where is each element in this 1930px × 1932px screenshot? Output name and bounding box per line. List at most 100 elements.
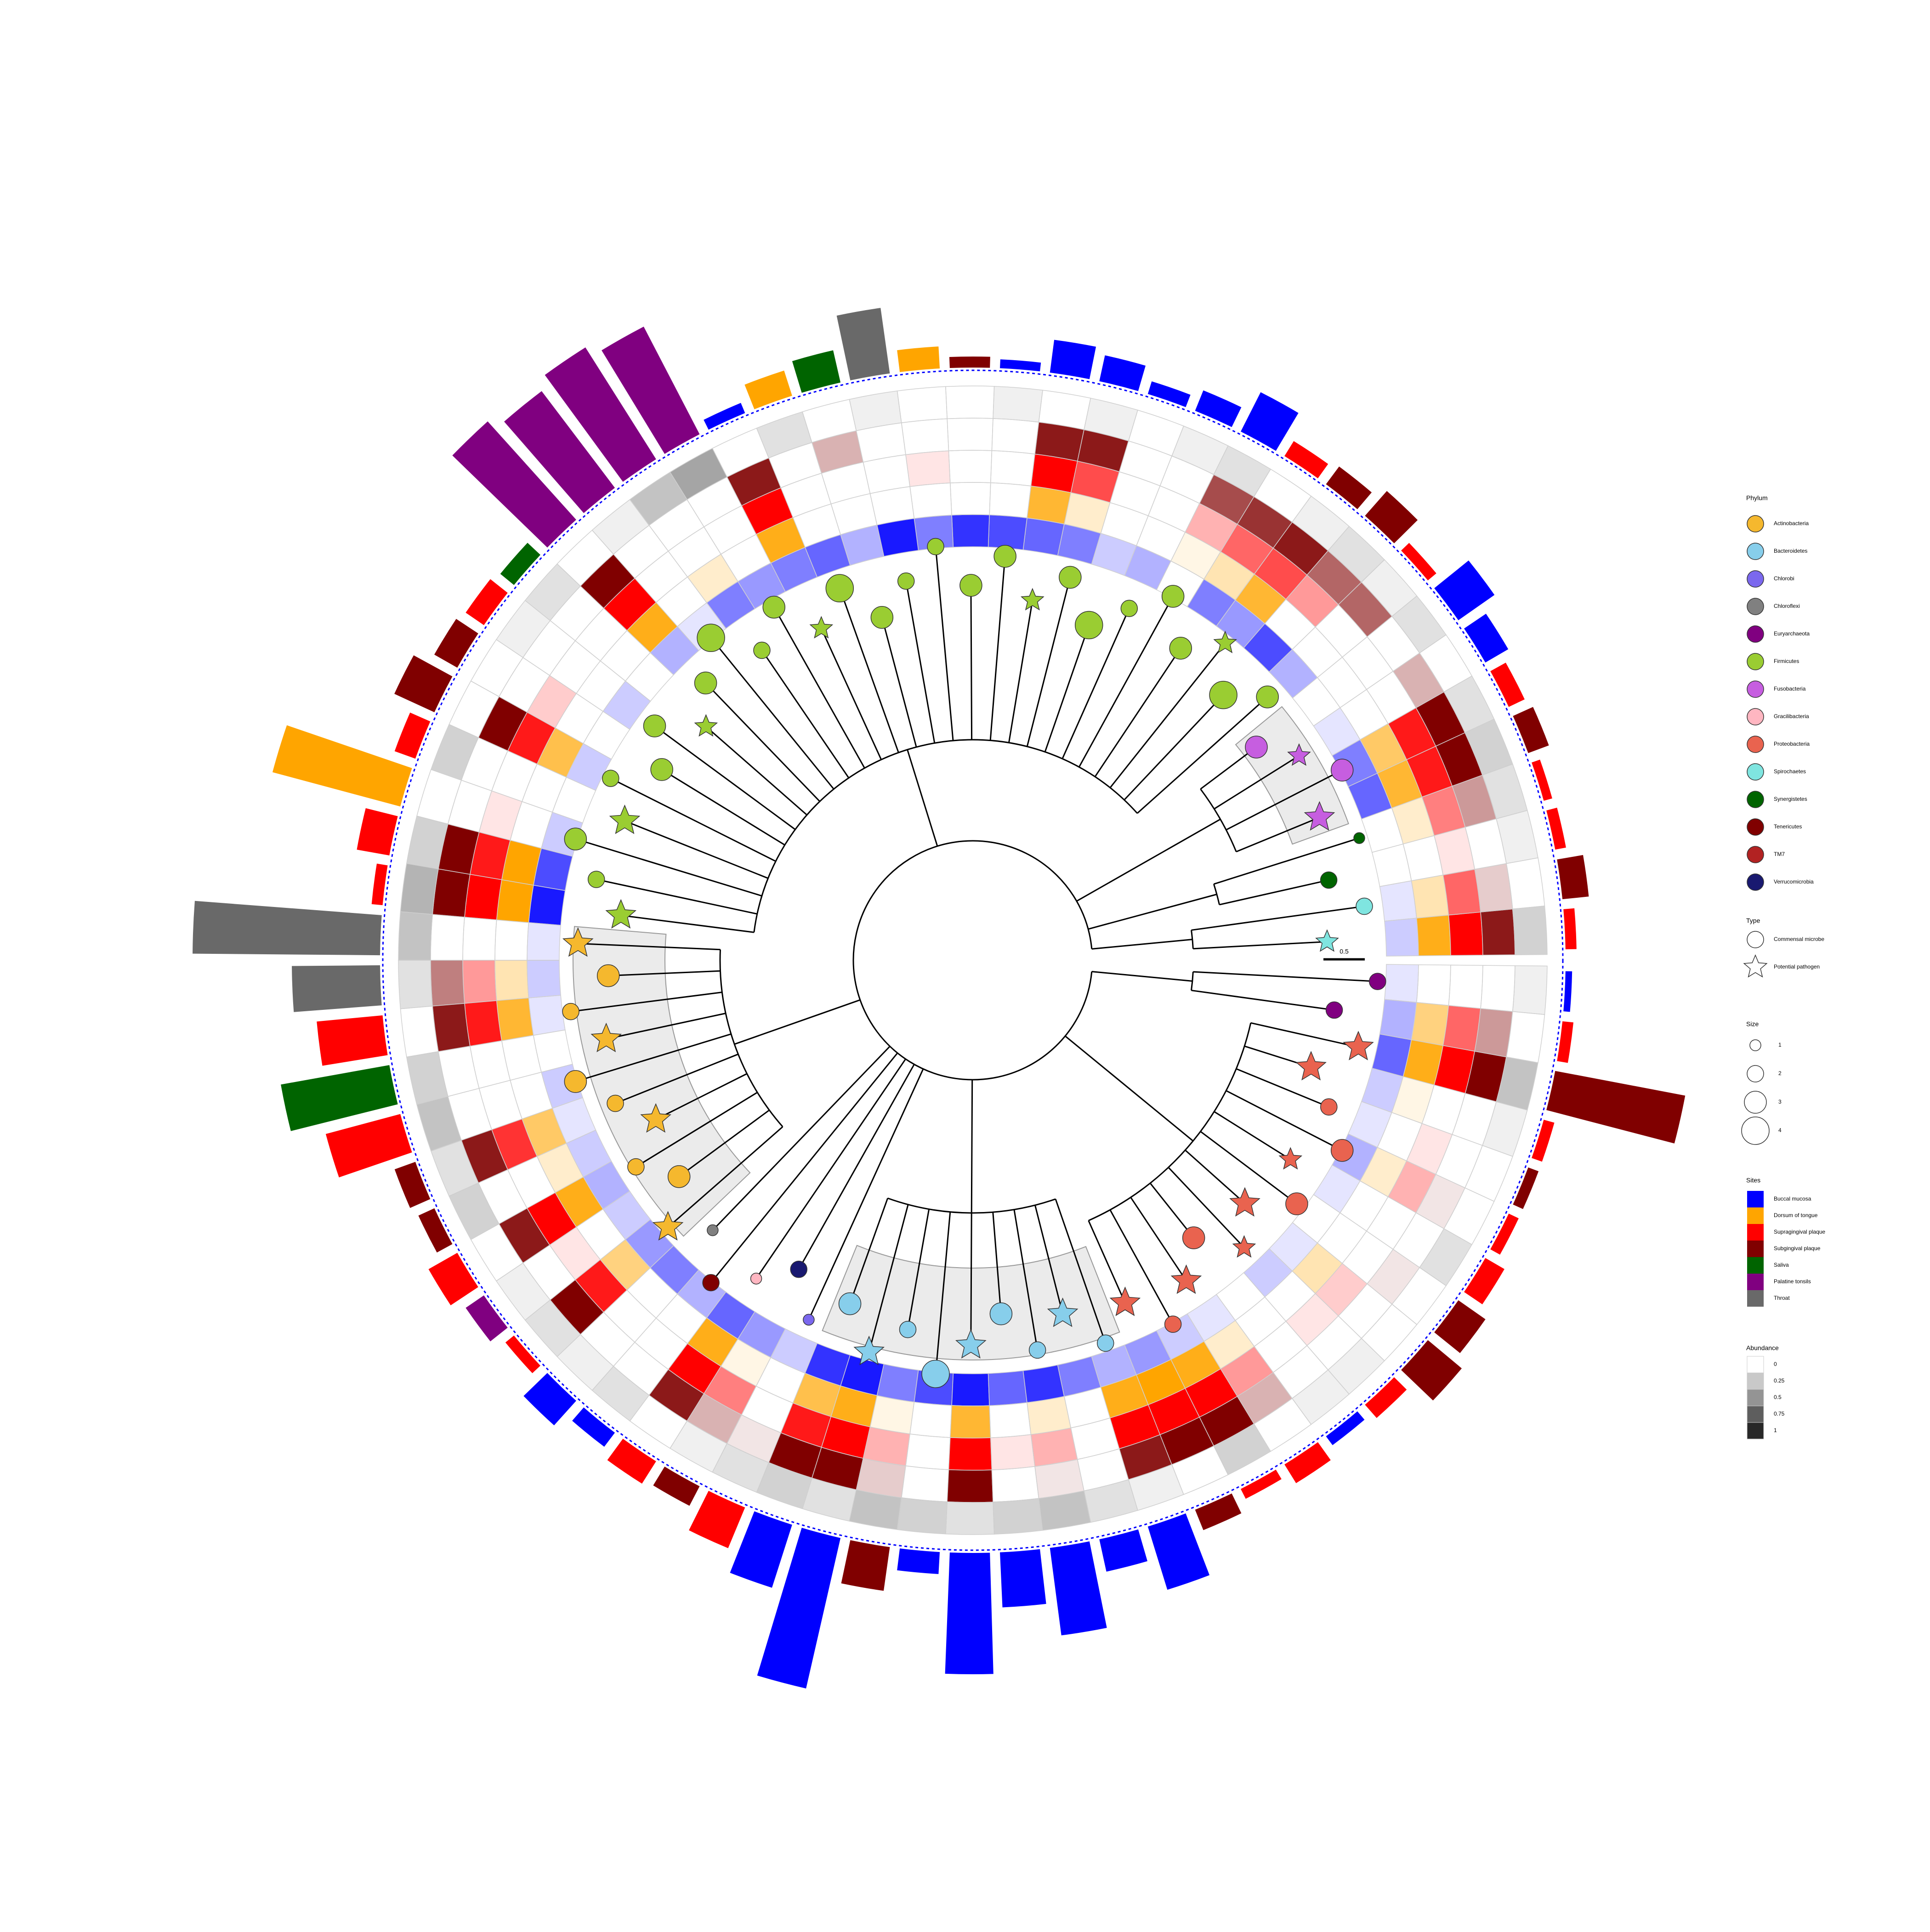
- legend-label: 0: [1774, 1361, 1777, 1367]
- bar: [505, 1335, 540, 1373]
- branch: [716, 1165, 776, 1227]
- bar: [465, 1295, 508, 1342]
- legend-label: Buccal mucosa: [1774, 1195, 1811, 1202]
- legend-label: Synergistetes: [1774, 796, 1807, 802]
- heat-cell: [1480, 908, 1516, 956]
- heat-cell: [1022, 1364, 1065, 1403]
- legend-swatch: [1747, 818, 1764, 836]
- branch: [908, 1209, 930, 1325]
- heat-cell: [398, 911, 433, 961]
- legend-size: [1744, 1091, 1767, 1114]
- bar: [1532, 1120, 1555, 1162]
- branch: [833, 1052, 898, 1132]
- branch: [1214, 758, 1295, 810]
- tip-star: [853, 1336, 885, 1365]
- branch: [1200, 1131, 1293, 1201]
- branch: [710, 730, 807, 816]
- legend: Phylum Actinobacteria Bacteroidetes Chlorob…: [1741, 494, 1825, 1439]
- branch: [1088, 894, 1217, 930]
- branch: [671, 1126, 783, 1224]
- tip-circle: [697, 623, 725, 652]
- bar: [704, 402, 745, 430]
- branch: [1236, 819, 1315, 853]
- heat-cell: [462, 917, 497, 961]
- heat-cell: [462, 960, 497, 1004]
- legend-label: Spirochaetes: [1774, 768, 1806, 775]
- bar: [1326, 466, 1372, 510]
- heat-cell: [464, 874, 502, 920]
- heat-cell: [494, 919, 529, 961]
- heat-cell: [993, 386, 1043, 423]
- tip-star: [1213, 630, 1237, 653]
- bar: [1513, 1167, 1539, 1209]
- tip-circle: [562, 1003, 579, 1020]
- legend-title: Sites: [1746, 1177, 1760, 1184]
- heat-cell: [430, 914, 465, 961]
- bar: [1401, 1340, 1462, 1401]
- branch: [580, 1033, 732, 1081]
- heat-cell: [951, 514, 990, 548]
- branch: [1109, 1209, 1171, 1320]
- legend-swatch: [1747, 1257, 1764, 1274]
- legend-size: [1749, 1039, 1761, 1051]
- branch: [620, 1054, 738, 1102]
- legend-swatch: [1747, 625, 1764, 643]
- tip-circle: [959, 574, 982, 597]
- legend-label: 3: [1778, 1099, 1782, 1105]
- bar: [1147, 381, 1191, 408]
- legend-label: 4: [1778, 1127, 1782, 1133]
- legend-title: Type: [1746, 917, 1760, 924]
- branch: [800, 1208, 834, 1265]
- branch: [880, 1068, 924, 1161]
- bar: [418, 1208, 453, 1253]
- heat-cell: [1416, 964, 1451, 1006]
- branch: [714, 1131, 834, 1279]
- tip-circle: [762, 595, 785, 619]
- heat-cell: [1506, 1011, 1545, 1063]
- tip-circle: [1369, 973, 1386, 990]
- tip-circle: [627, 1158, 645, 1176]
- heat-cell: [1379, 880, 1417, 922]
- tip-star: [590, 1022, 622, 1053]
- tip-circle: [707, 1224, 719, 1236]
- tip-star: [1315, 929, 1339, 952]
- heat-cell: [1448, 964, 1483, 1009]
- bar: [1050, 340, 1096, 380]
- tip-star: [1295, 1051, 1327, 1081]
- tip-star: [694, 714, 718, 737]
- heat-cell: [1384, 964, 1419, 1003]
- heat-cell: [496, 997, 534, 1042]
- branch: [719, 949, 783, 1127]
- branch: [1214, 1111, 1286, 1157]
- legend-abundance: [1747, 1356, 1764, 1373]
- heat-cell: [496, 879, 534, 923]
- bar: [1147, 1513, 1210, 1590]
- branch: [1008, 606, 1033, 743]
- branch: [580, 840, 762, 897]
- bar: [1546, 1071, 1686, 1144]
- heat-cell: [990, 1434, 1035, 1471]
- tip-star: [640, 1103, 671, 1133]
- branch: [1219, 880, 1324, 906]
- bar: [1557, 855, 1589, 900]
- heat-cell: [1512, 965, 1548, 1015]
- tip-star: [1021, 588, 1044, 611]
- branch: [666, 771, 785, 846]
- bar: [757, 1528, 841, 1688]
- legend-abundance: [1747, 1372, 1764, 1390]
- legend-label: Bacteroidetes: [1774, 548, 1807, 554]
- tip-circle: [1164, 1315, 1182, 1333]
- bar: [465, 579, 508, 625]
- branch: [1088, 1220, 1124, 1298]
- tip-circle: [1320, 871, 1338, 889]
- bar: [1365, 491, 1418, 544]
- heat-cell: [897, 1497, 948, 1535]
- tip-circle: [564, 1070, 587, 1093]
- branch: [630, 822, 768, 879]
- legend-swatch: [1747, 873, 1764, 891]
- heat-cell: [1474, 1008, 1513, 1058]
- bar: [292, 965, 382, 1012]
- bar: [452, 421, 576, 548]
